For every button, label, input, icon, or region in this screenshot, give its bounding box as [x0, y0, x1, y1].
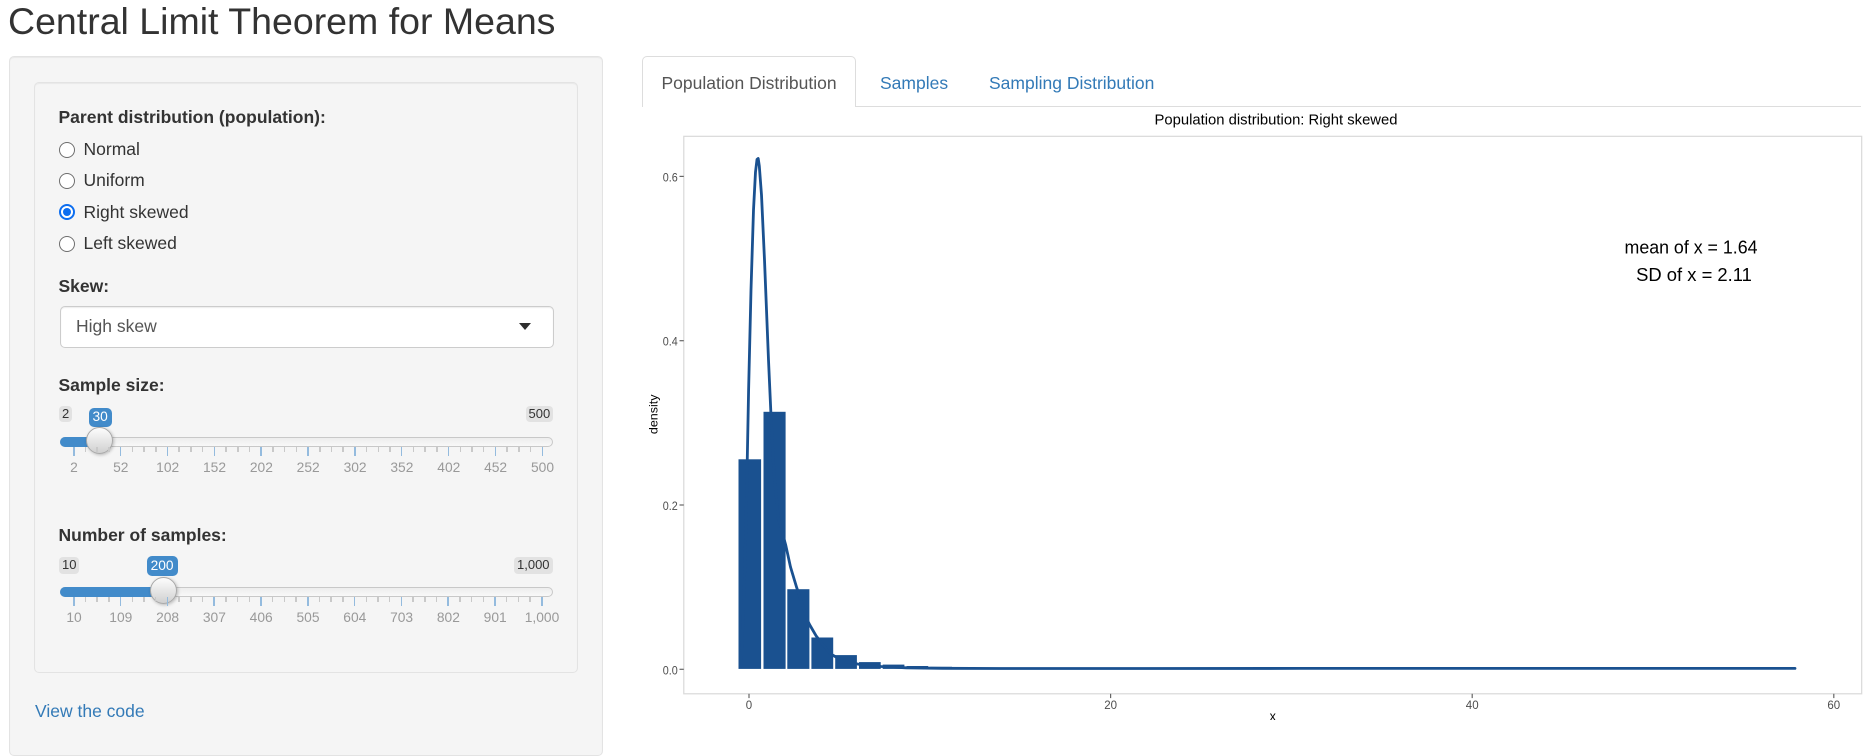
svg-text:mean of x = 1.64: mean of x = 1.64	[1625, 236, 1758, 257]
svg-text:60: 60	[1827, 700, 1840, 712]
svg-text:0.0: 0.0	[663, 665, 678, 677]
svg-text:0.2: 0.2	[663, 501, 678, 513]
svg-text:SD of x = 2.11: SD of x = 2.11	[1636, 264, 1752, 285]
svg-text:0: 0	[746, 700, 752, 712]
svg-text:40: 40	[1466, 700, 1479, 712]
svg-text:0.4: 0.4	[663, 337, 679, 349]
svg-text:20: 20	[1104, 700, 1117, 712]
svg-text:x: x	[1270, 710, 1277, 721]
svg-text:density: density	[647, 395, 661, 435]
svg-text:0.6: 0.6	[663, 172, 678, 184]
svg-text:Population distribution: Right: Population distribution: Right skewed	[1155, 112, 1398, 129]
